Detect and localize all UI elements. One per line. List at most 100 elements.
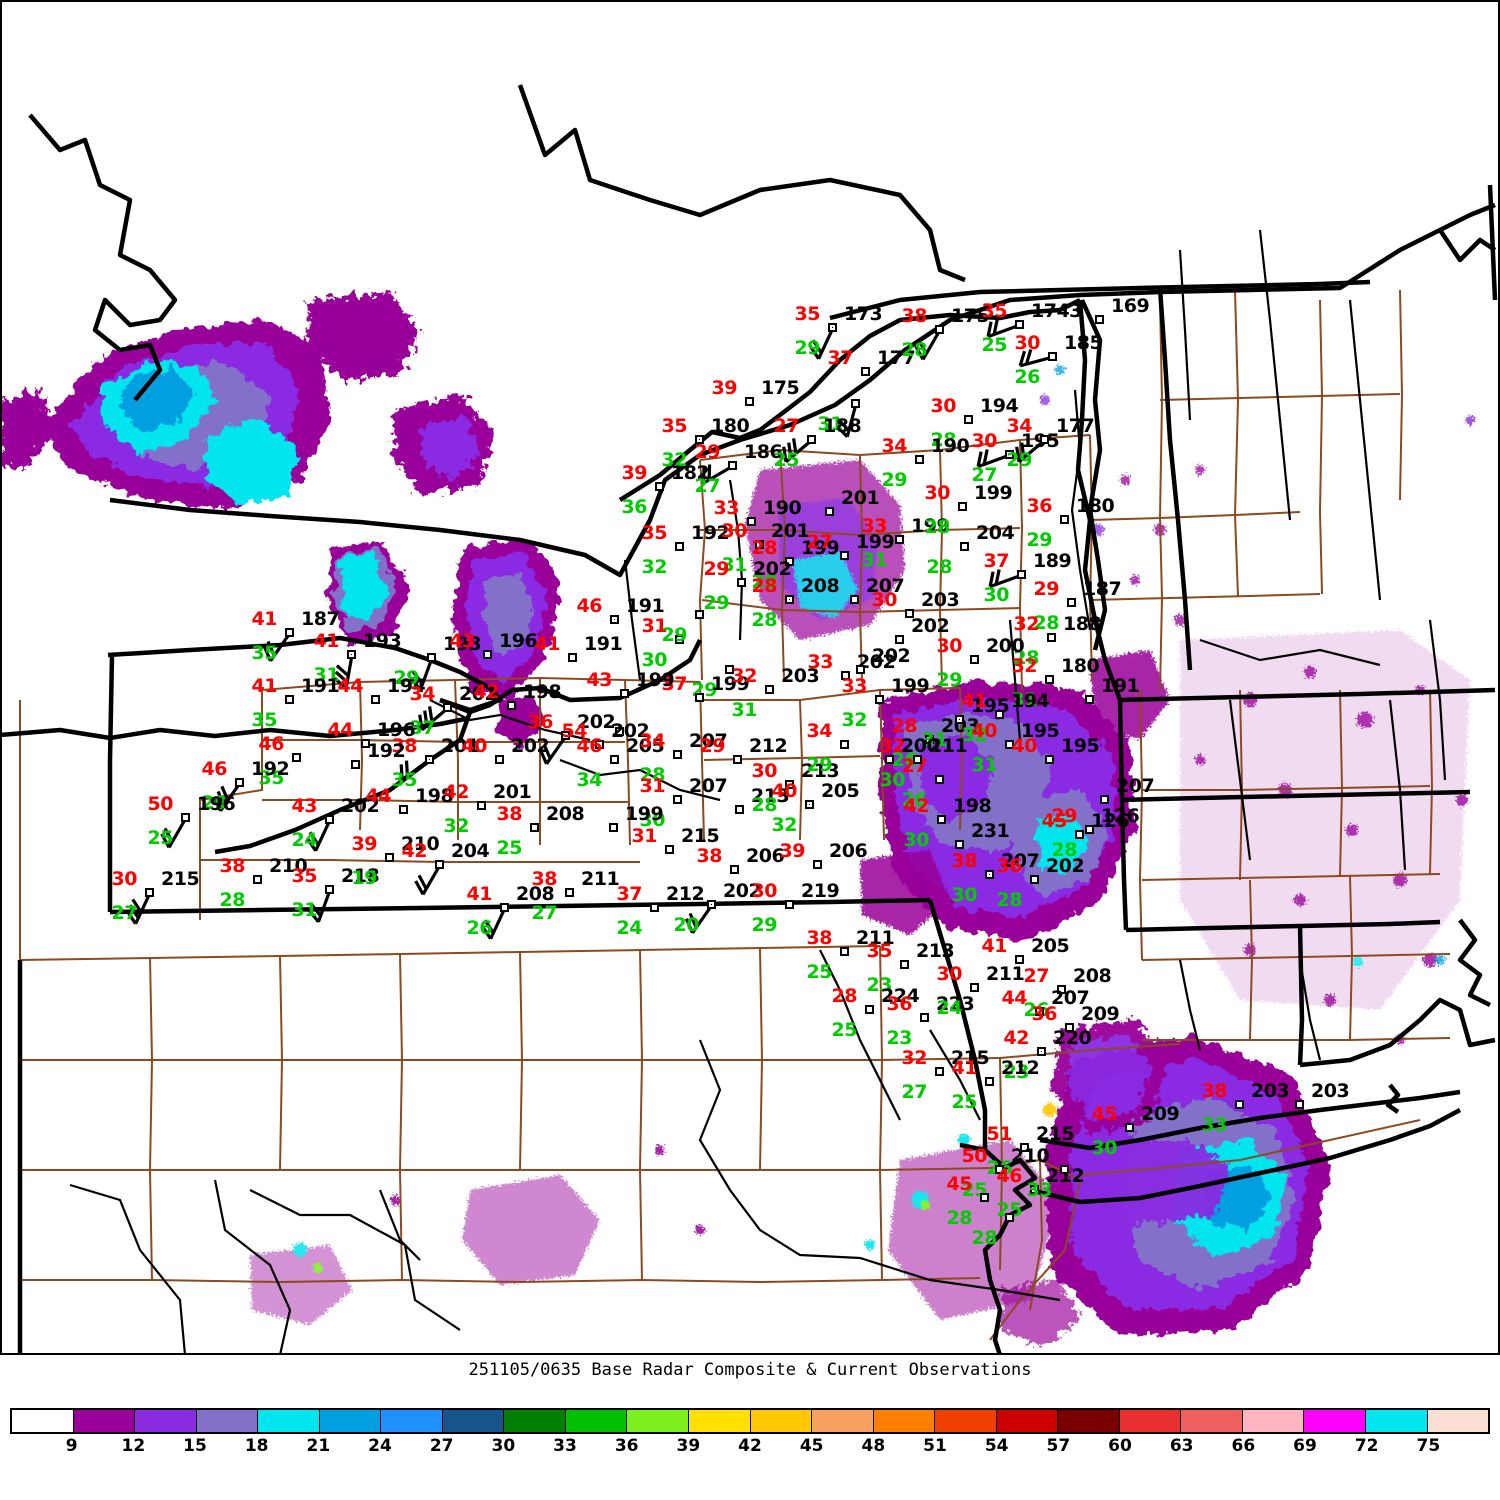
station-symbol [181, 813, 190, 822]
colorbar-swatch-9 [565, 1410, 628, 1432]
temperature-value: 35 [291, 865, 318, 887]
pressure-value: 187 [301, 608, 340, 630]
pressure-value: 188 [1063, 613, 1102, 635]
dewpoint-value: 31 [313, 664, 340, 686]
temperature-value: 37 [661, 673, 688, 695]
temperature-value: 30 [936, 635, 963, 657]
station-symbol [325, 885, 334, 894]
station-symbol [813, 860, 822, 869]
colorbar-swatch-0 [12, 1410, 74, 1432]
dewpoint-value: 29 [703, 592, 730, 614]
temperature-value: 37 [827, 347, 854, 369]
colorbar-swatch-14 [873, 1410, 936, 1432]
temperature-value: 29 [703, 558, 730, 580]
wind-barb [262, 632, 292, 662]
dewpoint-value: 29 [881, 469, 908, 491]
colorbar-tick-27: 27 [429, 1436, 454, 1456]
station-symbol [895, 535, 904, 544]
temperature-value: 42 [1003, 1027, 1030, 1049]
temperature-value: 44 [1001, 987, 1028, 1009]
station-symbol [958, 502, 967, 511]
pressure-value: 202 [857, 651, 896, 673]
station-symbol [1047, 633, 1056, 642]
temperature-value: 50 [147, 793, 174, 815]
dewpoint-value: 32 [841, 709, 868, 731]
dewpoint-value: 24 [616, 917, 643, 939]
echo-vt-nh-scatter [1040, 365, 1205, 626]
pressure-value: 196 [197, 793, 236, 815]
pressure-value: 201 [441, 735, 480, 757]
station-symbol [747, 517, 756, 526]
wind-barb [684, 904, 714, 934]
dewpoint-value: 19 [351, 867, 378, 889]
colorbar-tick-9: 9 [65, 1436, 78, 1456]
temperature-value: 45 [1091, 1103, 1118, 1125]
colorbar-swatch-5 [319, 1410, 382, 1432]
dewpoint-value: 27 [111, 902, 138, 924]
colorbar-tick-57: 57 [1046, 1436, 1071, 1456]
dewpoint-value: 31 [971, 754, 998, 776]
station-symbol [425, 755, 434, 764]
colorbar-swatches [10, 1408, 1490, 1434]
pressure-value: 199 [974, 482, 1013, 504]
station-symbol [1075, 830, 1084, 839]
pressure-value: 208 [546, 803, 585, 825]
pressure-value: 200 [986, 635, 1025, 657]
product-title: 251105/0635 Base Radar Composite & Curre… [468, 1360, 1032, 1380]
station-symbol [840, 947, 849, 956]
station-symbol [1030, 1185, 1039, 1194]
pressure-value: 220 [1053, 1027, 1092, 1049]
dewpoint-value: 29 [1006, 449, 1033, 471]
pressure-value: 185 [1064, 332, 1103, 354]
wind-barb [305, 819, 332, 852]
temperature-value: 30 [721, 520, 748, 542]
temperature-value: 41 [951, 1057, 978, 1079]
temperature-value: 46 [576, 735, 603, 757]
temperature-value: 32 [731, 665, 758, 687]
pressure-value: 198 [953, 795, 992, 817]
dewpoint-value: 23 [886, 1027, 913, 1049]
station-symbol [1045, 675, 1054, 684]
temperature-value: 46 [996, 1165, 1023, 1187]
pressure-value: 207 [689, 730, 728, 752]
temperature-value: 46 [201, 758, 228, 780]
echo-new-england-scatter [1180, 415, 1475, 1045]
dewpoint-value: 26 [1014, 366, 1041, 388]
pressure-value: 199 [801, 537, 840, 559]
colorbar-swatch-7 [442, 1410, 505, 1432]
dewpoint-value: 27 [971, 464, 998, 486]
temperature-value: 38 [391, 735, 418, 757]
pressure-value: 207 [689, 775, 728, 797]
dewpoint-value: 36 [621, 496, 648, 518]
pressure-value: 175 [761, 377, 800, 399]
dewpoint-value: 28 [751, 571, 778, 593]
temperature-value: 33 [713, 497, 740, 519]
station-symbol [840, 551, 849, 560]
pressure-value: 211 [986, 963, 1025, 985]
station-symbol [500, 903, 509, 912]
dewpoint-value: 20 [673, 914, 700, 936]
dewpoint-value: 25 [996, 1199, 1023, 1221]
pressure-value: 126 [1101, 805, 1140, 827]
dewpoint-value: 28 [219, 889, 246, 911]
station-symbol [885, 755, 894, 764]
station-symbol [1085, 695, 1094, 704]
pressure-value: 212 [1046, 1165, 1085, 1187]
pressure-value: 212 [749, 735, 788, 757]
temperature-value: 28 [831, 985, 858, 1007]
station-symbol [935, 1067, 944, 1076]
temperature-value: 41 [534, 633, 561, 655]
pressure-value: 201 [493, 781, 532, 803]
temperature-value: 39 [621, 462, 648, 484]
station-symbol [675, 542, 684, 551]
pressure-value: 202 [911, 615, 950, 637]
pressure-value: 180 [1076, 495, 1115, 517]
station-symbol [507, 701, 516, 710]
temperature-value: 38 [496, 803, 523, 825]
pressure-value: 201 [771, 520, 810, 542]
dewpoint-value: 23 [866, 974, 893, 996]
dewpoint-value: 30 [951, 884, 978, 906]
dewpoint-value: 29 [936, 669, 963, 691]
echo-lake-huron [40, 320, 330, 510]
dewpoint-value: 25 [951, 1091, 978, 1113]
